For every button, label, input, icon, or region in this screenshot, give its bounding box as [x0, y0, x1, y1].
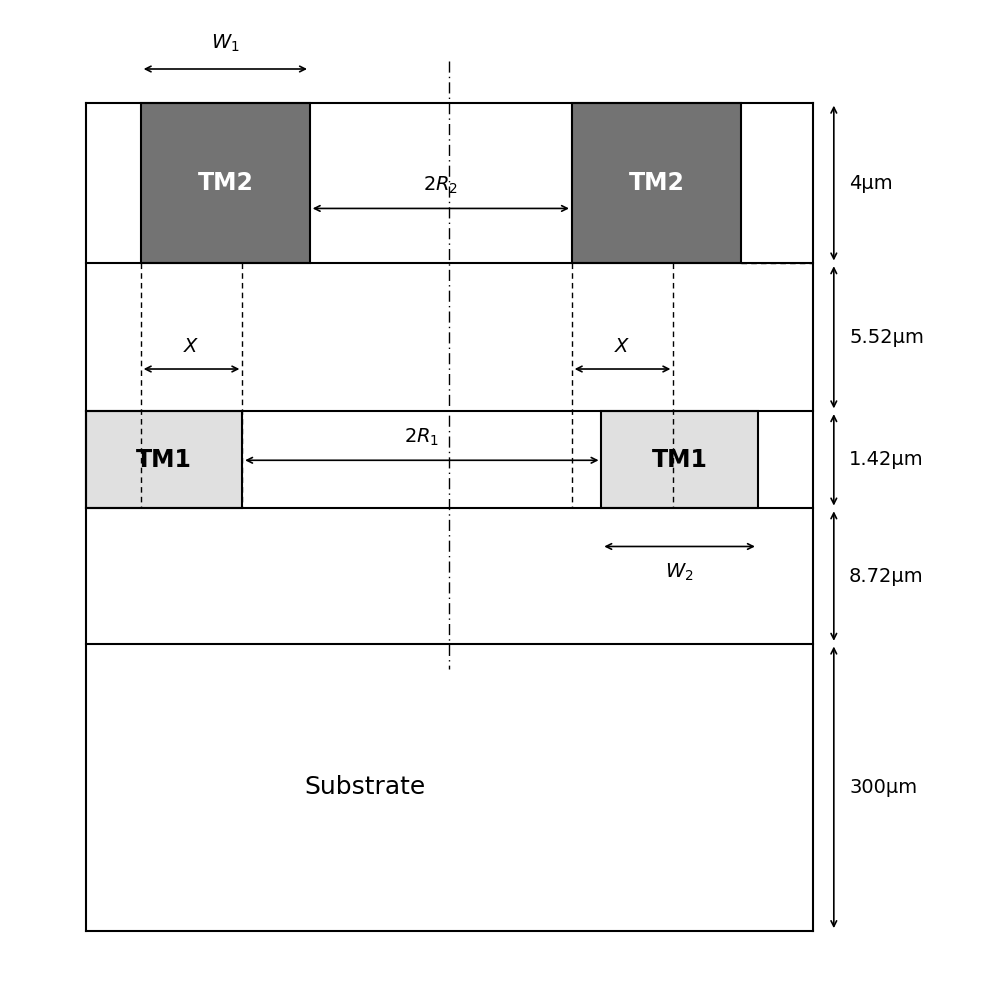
Bar [572, 103, 741, 263]
Text: 300μm: 300μm [849, 778, 917, 797]
Text: 4μm: 4μm [849, 174, 893, 193]
Text: TM1: TM1 [136, 448, 192, 472]
Bar [141, 103, 310, 263]
Text: Substrate: Substrate [304, 775, 425, 799]
Bar [86, 411, 242, 508]
Text: TM2: TM2 [197, 171, 253, 195]
Text: TM1: TM1 [652, 448, 708, 472]
Text: TM2: TM2 [628, 171, 684, 195]
Text: 1.42μm: 1.42μm [849, 450, 924, 469]
Text: $2R_1$: $2R_1$ [404, 426, 439, 448]
Text: 8.72μm: 8.72μm [849, 567, 924, 586]
Text: $X$: $X$ [614, 337, 631, 356]
Bar [601, 411, 758, 508]
Text: $W_1$: $W_1$ [211, 32, 240, 54]
Text: $W_2$: $W_2$ [665, 562, 694, 583]
Text: $2R_2$: $2R_2$ [423, 174, 458, 196]
Text: $X$: $X$ [183, 337, 200, 356]
Text: 5.52μm: 5.52μm [849, 328, 924, 347]
